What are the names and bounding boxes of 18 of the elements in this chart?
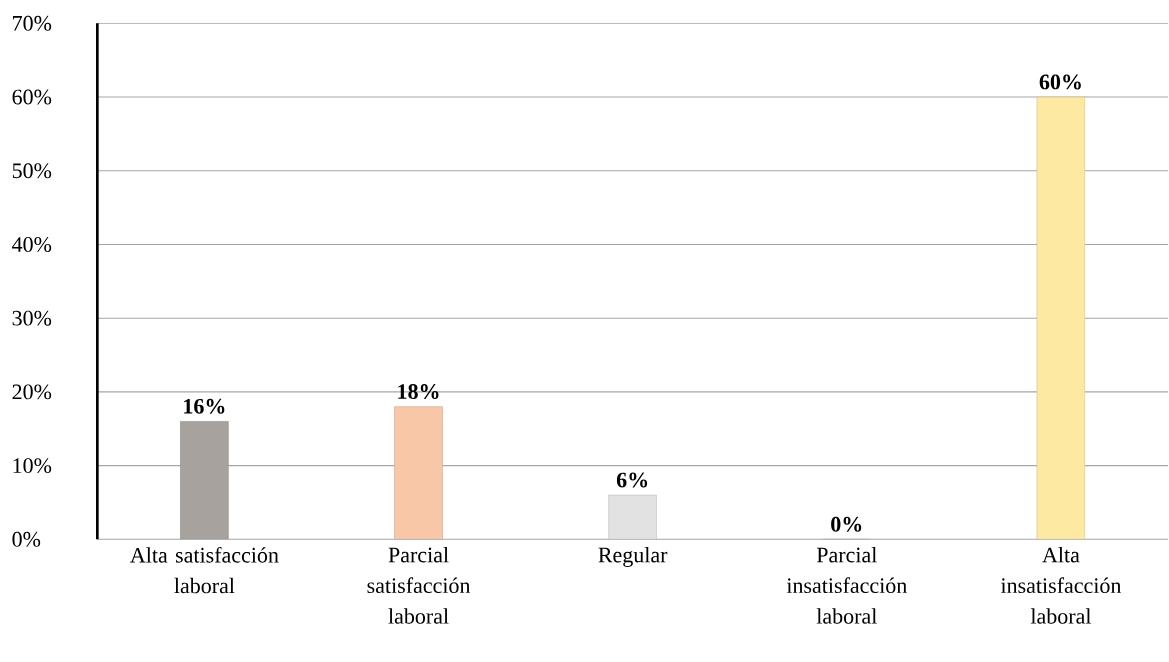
y-tick-label: 30%: [12, 310, 52, 326]
y-tick-label: 70%: [13, 15, 52, 31]
x-tick-label: Parcial satisfacción laboral: [367, 546, 471, 624]
x-tick-label: Alta insatisfacción laboral: [1000, 546, 1122, 624]
y-tick-label: 60%: [12, 89, 52, 105]
data-label: 0%: [831, 516, 862, 532]
data-label: 18%: [398, 384, 439, 400]
y-tick-label: 20%: [12, 384, 52, 400]
x-tick-label: Alta satisfacción laboral: [130, 546, 279, 594]
x-tick-label: Parcial insatisfacción laboral: [786, 546, 907, 624]
data-label: 16%: [184, 398, 225, 414]
y-tick-label: 10%: [13, 458, 52, 474]
y-tick-label: 40%: [12, 237, 52, 252]
data-label: 60%: [1039, 74, 1081, 90]
x-tick-label: Regular: [598, 546, 668, 567]
y-tick-label: 50%: [12, 163, 52, 179]
data-label: 6%: [616, 472, 648, 488]
y-tick-label: 0%: [12, 531, 41, 547]
